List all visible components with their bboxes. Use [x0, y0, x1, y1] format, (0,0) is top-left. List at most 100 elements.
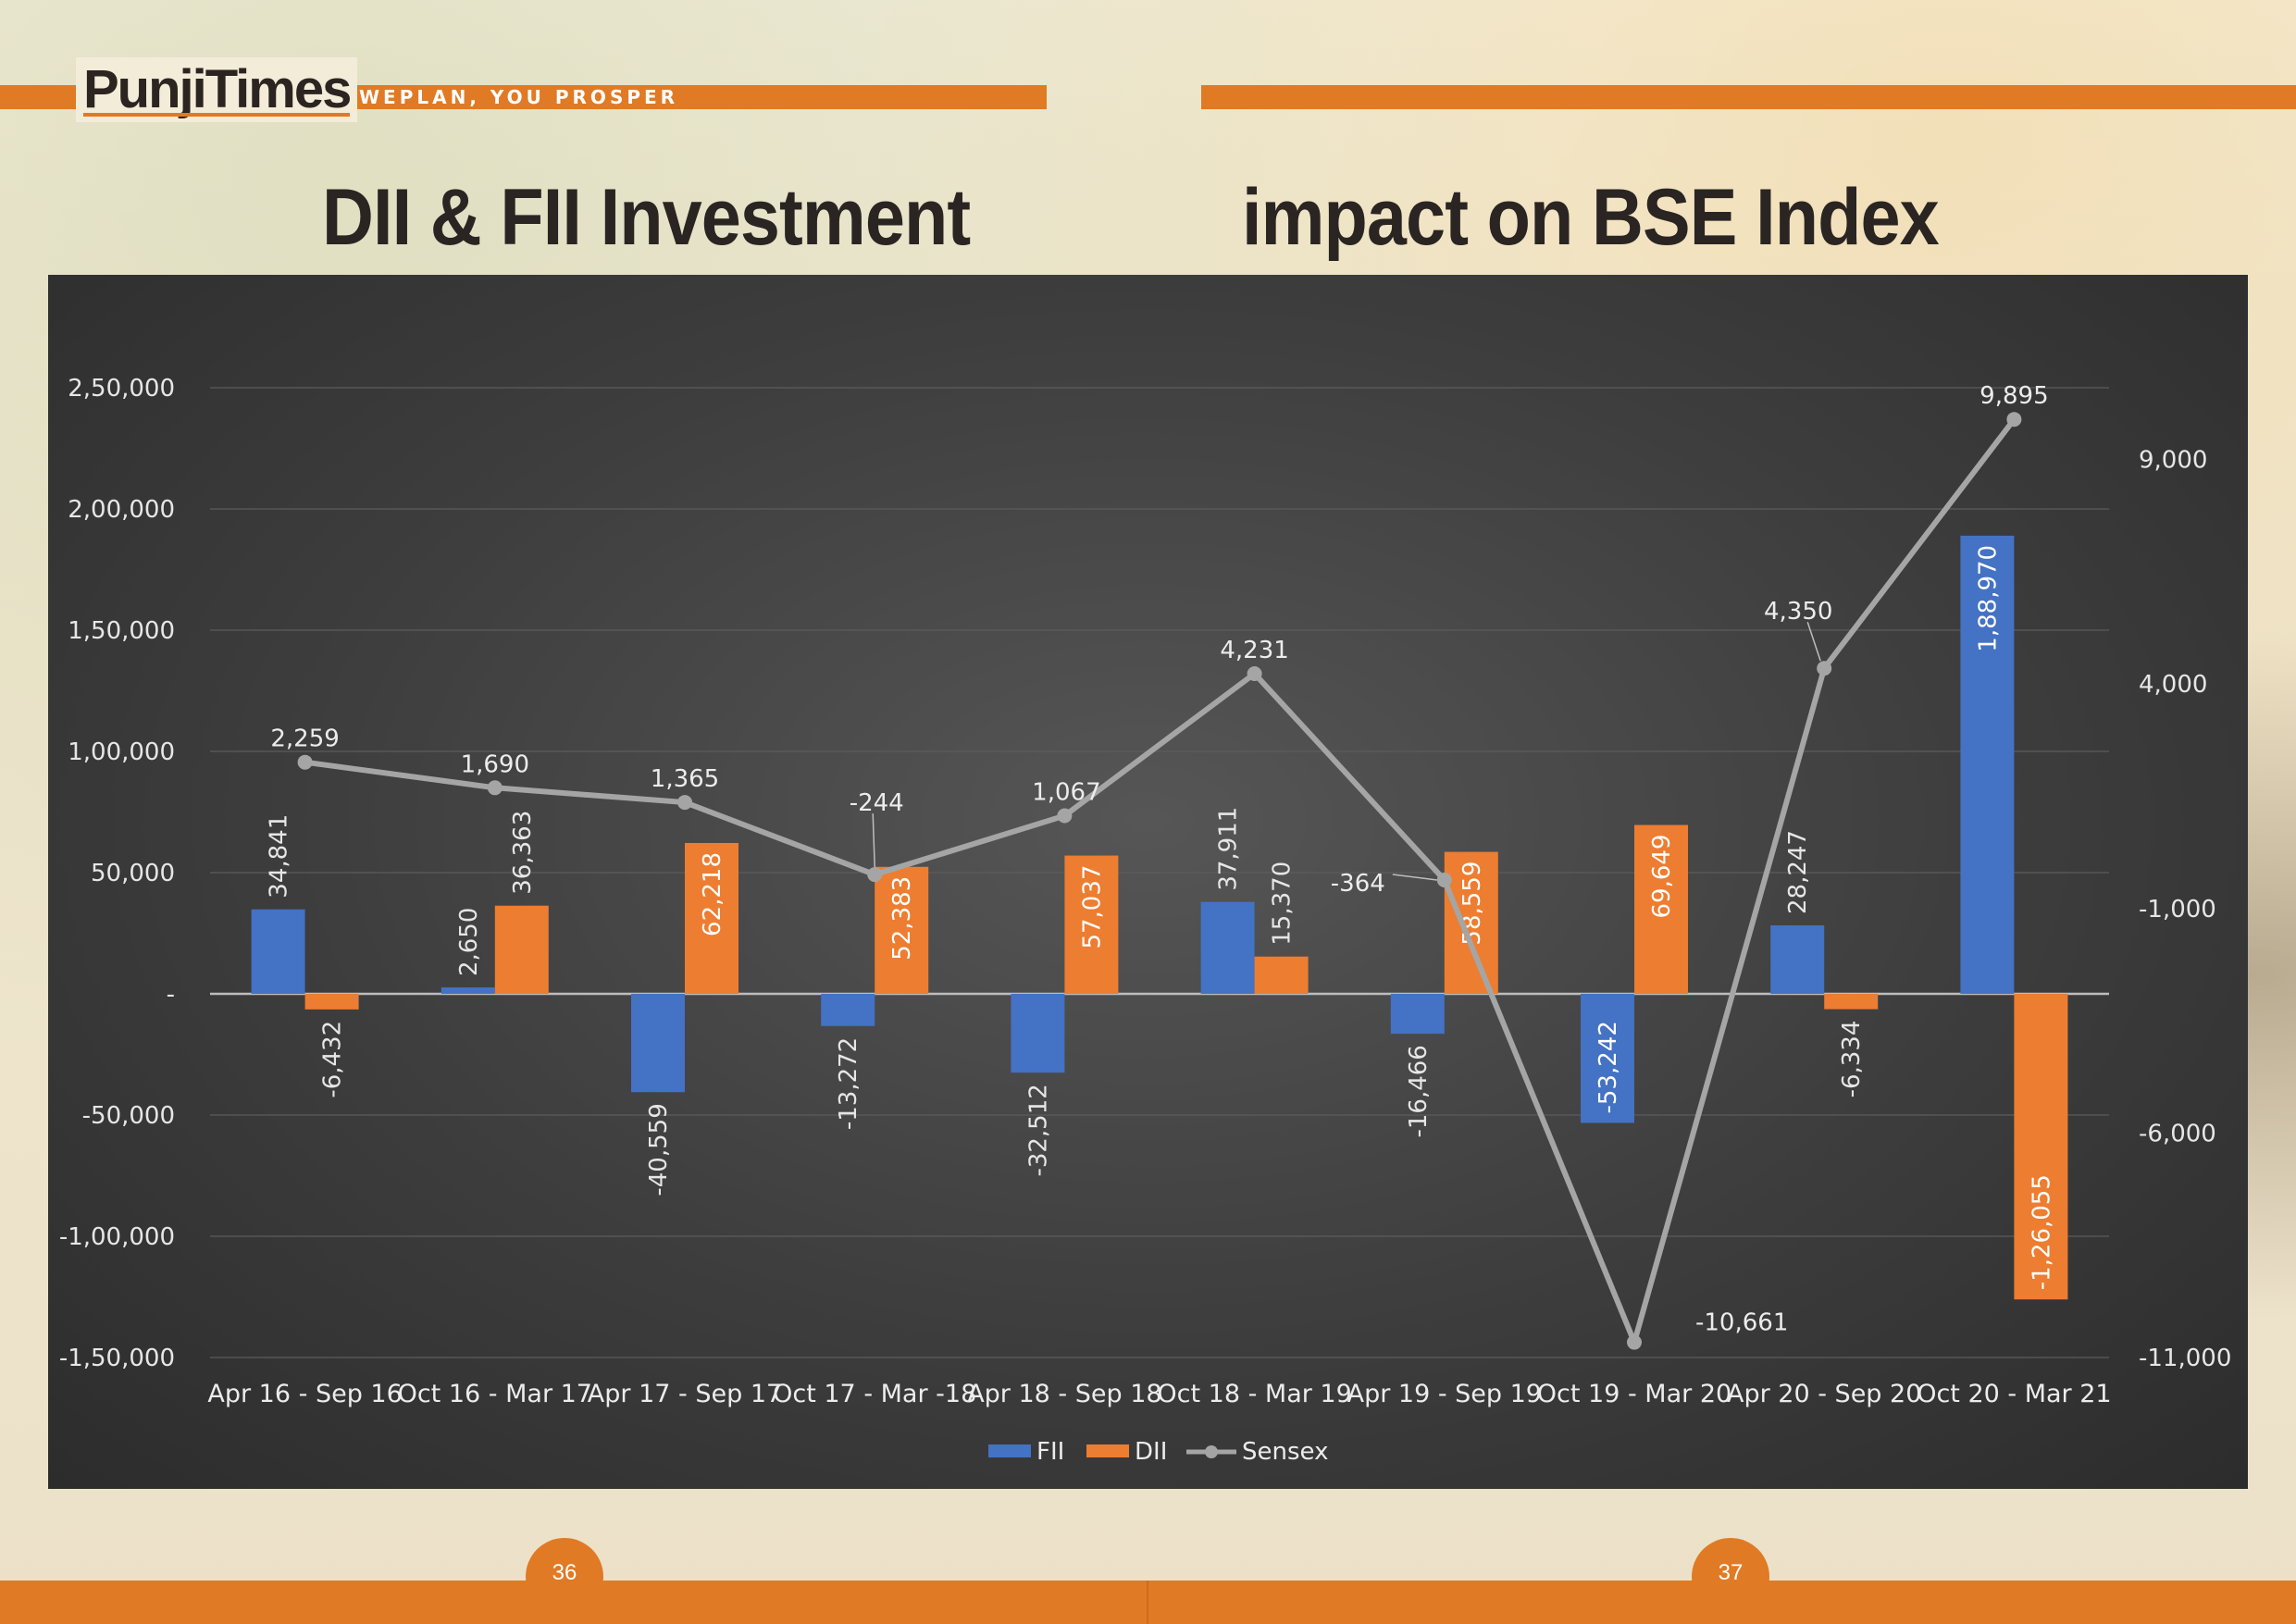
- dii-bar: [1064, 855, 1119, 994]
- fii-bar: [1581, 994, 1634, 1123]
- sensex-point: [1436, 872, 1452, 887]
- sensex-data-label: 4,231: [1220, 637, 1288, 664]
- fii-bar: [441, 987, 495, 994]
- sensex-point: [867, 867, 883, 883]
- y-left-tick-label: -1,50,000: [59, 1345, 175, 1372]
- investment-chart: 2,50,000 2,00,000 1,50,000 1,00,000 50,000 - -…: [59, 375, 2232, 1466]
- sensex-data-label: 4,350: [1764, 598, 1832, 626]
- legend-swatch-fii: [988, 1444, 1031, 1457]
- logo-underline: [83, 113, 351, 117]
- fii-data-label: 2,650: [455, 908, 483, 976]
- sensex-data-label: -364: [1331, 870, 1385, 898]
- sensex-point: [1817, 661, 1832, 676]
- y-left-tick-label: 50,000: [91, 860, 175, 887]
- fii-data-label: -53,242: [1595, 1021, 1622, 1113]
- y-left-tick-label: 1,50,000: [68, 617, 175, 645]
- dii-data-label: 69,649: [1648, 835, 1676, 919]
- fii-bar: [631, 994, 685, 1093]
- fii-bar: [1770, 924, 1825, 994]
- x-category-label: Apr 17 - Sep 17: [588, 1380, 782, 1408]
- y-left-tick-label: -50,000: [82, 1102, 175, 1130]
- fii-data-label: 28,247: [1784, 830, 1812, 914]
- x-category-label: Oct 19 - Mar 20: [1537, 1380, 1731, 1408]
- fii-bar: [821, 994, 875, 1026]
- fii-data-label: -40,559: [645, 1103, 673, 1196]
- page-number-left: 36: [526, 1538, 603, 1616]
- sensex-data-label: 1,690: [461, 750, 529, 778]
- dii-bar: [1824, 994, 1879, 1010]
- dii-bar: [2014, 994, 2068, 1300]
- sensex-line: [304, 417, 2017, 1345]
- y-left-tick-label: 2,00,000: [68, 496, 175, 524]
- fii-data-label: -32,512: [1024, 1084, 1052, 1176]
- x-category-label: Apr 16 - Sep 16: [207, 1380, 402, 1408]
- legend-label-fii: FII: [1036, 1438, 1064, 1466]
- sensex-data-label: -244: [850, 789, 904, 817]
- dii-data-label: 57,037: [1078, 865, 1106, 949]
- dii-data-label: 52,383: [888, 876, 916, 961]
- y-left-tick-label: -1,00,000: [59, 1223, 175, 1251]
- logo-text: PunjiTimes: [83, 59, 352, 119]
- sensex-point: [487, 780, 503, 796]
- sensex-point: [1627, 1334, 1642, 1350]
- sensex-point: [1057, 808, 1073, 824]
- fii-bar: [1011, 994, 1065, 1073]
- y-right-tick-label: 9,000: [2139, 447, 2207, 475]
- dii-data-label: -1,26,055: [2028, 1174, 2055, 1290]
- fii-data-label: 1,88,970: [1974, 545, 2002, 652]
- dii-data-label: -6,432: [319, 1021, 347, 1098]
- sensex-leader-line: [872, 813, 875, 868]
- dii-bar: [1254, 956, 1309, 994]
- x-category-label: Oct 16 - Mar 17: [398, 1380, 592, 1408]
- footer-divider: [1147, 1581, 1148, 1624]
- dii-bar: [1634, 824, 1688, 994]
- sensex-point: [1247, 666, 1262, 682]
- x-category-label: Apr 18 - Sep 18: [967, 1380, 1161, 1408]
- sensex-data-label: 2,259: [270, 725, 339, 753]
- dii-bar: [685, 842, 738, 994]
- page-title-left: DII & FII Investment: [322, 173, 971, 262]
- fii-bar: [1200, 901, 1255, 994]
- chart-panel: 2,50,000 2,00,000 1,50,000 1,00,000 50,000 - -…: [48, 275, 2248, 1489]
- dii-bar: [494, 905, 549, 994]
- fii-data-label: 34,841: [266, 814, 293, 899]
- dii-bar: [304, 994, 359, 1010]
- sensex-data-label: 1,365: [651, 765, 719, 793]
- legend-label-sensex: Sensex: [1242, 1438, 1328, 1466]
- fii-data-label: -16,466: [1405, 1045, 1433, 1137]
- fii-bar: [1960, 535, 2015, 994]
- sensex-data-label: 1,067: [1032, 779, 1100, 807]
- sensex-point: [2006, 412, 2022, 428]
- sensex-leader-line: [1806, 622, 1821, 662]
- y-left-tick-label: 2,50,000: [68, 375, 175, 403]
- x-category-label: Oct 18 - Mar 19: [1157, 1380, 1351, 1408]
- header-bar-right: [1201, 85, 2296, 109]
- y-right-tick-label: -1,000: [2139, 896, 2216, 924]
- sensex-leader-line: [1392, 874, 1437, 881]
- x-category-label: Apr 19 - Sep 19: [1347, 1380, 1542, 1408]
- sensex-data-label: 9,895: [1980, 382, 2048, 410]
- page-number-right: 37: [1692, 1538, 1769, 1616]
- dii-bar: [875, 866, 929, 994]
- legend-label-dii: DII: [1135, 1438, 1167, 1466]
- y-right-tick-label: -11,000: [2139, 1345, 2231, 1372]
- sensex-point: [677, 795, 692, 811]
- legend-marker-sensex: [1205, 1445, 1218, 1458]
- dii-data-label: -6,334: [1838, 1021, 1866, 1098]
- y-right-tick-label: -6,000: [2139, 1120, 2216, 1147]
- y-left-tick-label: -: [167, 981, 175, 1009]
- dii-bar: [1444, 851, 1498, 994]
- dii-data-label: 36,363: [509, 811, 537, 895]
- y-left-tick-label: 1,00,000: [68, 738, 175, 766]
- x-category-label: Oct 20 - Mar 21: [1917, 1380, 2111, 1408]
- dii-data-label: 62,218: [699, 852, 726, 936]
- x-category-label: Oct 17 - Mar -18: [773, 1380, 976, 1408]
- legend-swatch-dii: [1086, 1444, 1129, 1457]
- brand-tagline: WEPLAN, YOU PROSPER: [359, 86, 679, 108]
- sensex-data-label: -10,661: [1695, 1309, 1788, 1337]
- fii-bar: [1390, 994, 1445, 1035]
- page-title-right: impact on BSE Index: [1242, 173, 1940, 262]
- fii-data-label: -13,272: [835, 1037, 863, 1130]
- fii-data-label: 37,911: [1215, 807, 1243, 891]
- fii-bar: [251, 909, 305, 994]
